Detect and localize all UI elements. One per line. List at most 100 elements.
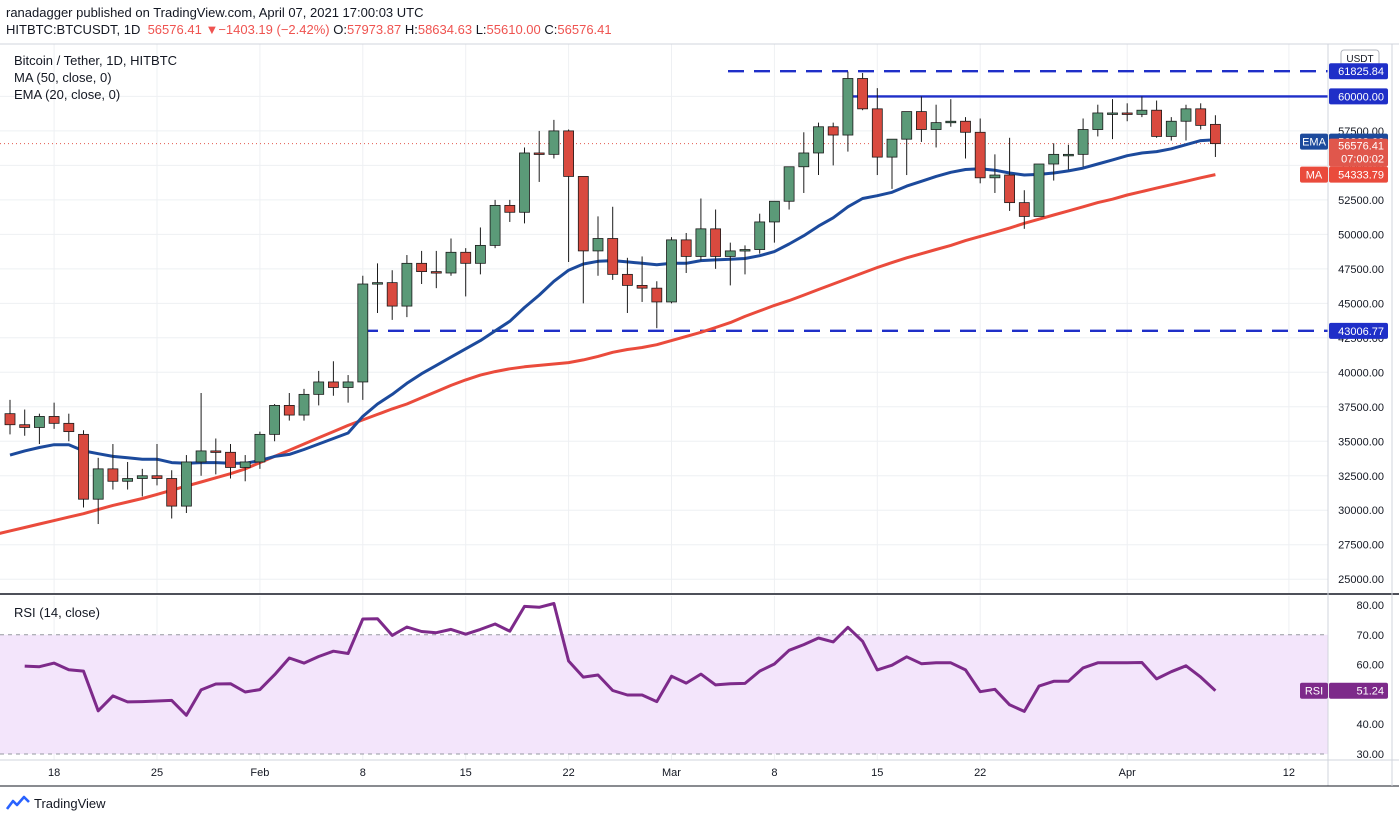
candle-body bbox=[430, 271, 442, 274]
candle-body bbox=[151, 475, 163, 479]
candle-body bbox=[225, 451, 236, 468]
candle bbox=[886, 138, 898, 189]
tag-rsi-label-box bbox=[1300, 682, 1328, 699]
tag-level-low: 43006.77 bbox=[1329, 322, 1388, 339]
tag-ema-label-box bbox=[1300, 133, 1328, 150]
publish-line: ranadagger published on TradingView.com,… bbox=[6, 5, 424, 20]
candle bbox=[445, 238, 457, 276]
candle bbox=[1004, 137, 1015, 211]
legend-ema: EMA (20, close, 0) bbox=[14, 87, 121, 102]
x-tick-label: 18 bbox=[48, 767, 60, 779]
candle bbox=[724, 242, 736, 286]
rsi-y-tick-label: 30.00 bbox=[1356, 749, 1384, 761]
x-tick-label: 12 bbox=[1283, 767, 1295, 779]
candle bbox=[254, 431, 266, 469]
y-tick-label: 30000.00 bbox=[1338, 505, 1384, 517]
candle-body bbox=[548, 130, 560, 155]
x-tick-label: 25 bbox=[151, 767, 163, 779]
candle-body bbox=[107, 468, 119, 482]
y-tick-label: 35000.00 bbox=[1338, 436, 1384, 448]
candle-body bbox=[533, 152, 545, 155]
candle-body bbox=[1195, 108, 1207, 126]
candle-body bbox=[1180, 108, 1192, 122]
candle-body bbox=[724, 250, 736, 257]
candle-body bbox=[327, 381, 339, 388]
tag-last-price-value: 56576.41 bbox=[1338, 141, 1384, 153]
candle bbox=[401, 255, 413, 318]
y-tick-label: 52500.00 bbox=[1338, 195, 1384, 207]
y-tick-label: 32500.00 bbox=[1338, 471, 1384, 483]
candle bbox=[298, 388, 310, 421]
candle bbox=[504, 199, 516, 222]
x-tick-label: Apr bbox=[1119, 767, 1136, 779]
candle bbox=[592, 216, 604, 276]
candle-body bbox=[474, 244, 486, 264]
candle bbox=[945, 99, 957, 127]
candle-body bbox=[1018, 202, 1030, 217]
candle-body bbox=[1107, 112, 1118, 115]
candle-body bbox=[945, 120, 957, 124]
candle-body bbox=[857, 78, 868, 110]
candle bbox=[1077, 118, 1089, 167]
candle bbox=[636, 256, 648, 302]
candle-body bbox=[710, 228, 721, 257]
candle-body bbox=[827, 126, 839, 136]
y-tick-label: 27500.00 bbox=[1338, 540, 1384, 552]
rsi-y-tick-label: 70.00 bbox=[1356, 630, 1384, 642]
tradingview-icon bbox=[6, 795, 30, 810]
legend-title: Bitcoin / Tether, 1D, HITBTC bbox=[14, 53, 178, 68]
currency-label: USDT bbox=[1346, 54, 1373, 65]
candle bbox=[1063, 144, 1074, 170]
tag-ma-label-text: MA bbox=[1306, 170, 1323, 182]
price-change: −1403.19 (−2.42%) bbox=[218, 22, 330, 37]
candle-body bbox=[92, 468, 104, 500]
candle-body bbox=[357, 283, 369, 383]
candle bbox=[19, 409, 31, 436]
candle-body bbox=[769, 200, 780, 223]
candle-body bbox=[372, 282, 383, 285]
candle bbox=[180, 455, 192, 513]
candle bbox=[386, 270, 398, 320]
candle-body bbox=[783, 166, 795, 202]
candle-body bbox=[577, 176, 589, 252]
candle bbox=[225, 444, 236, 479]
rsi-y-tick-label: 40.00 bbox=[1356, 719, 1384, 731]
candle-body bbox=[122, 478, 133, 482]
tag-level-high: 61825.84 bbox=[1329, 63, 1388, 80]
candle-body bbox=[901, 111, 913, 140]
candle bbox=[92, 457, 104, 525]
candle-body bbox=[974, 131, 986, 179]
tag-level-high-value: 61825.84 bbox=[1338, 66, 1384, 78]
tag-rsi-label: RSI bbox=[1300, 682, 1328, 699]
candle-body bbox=[445, 251, 457, 274]
symbol-name: HITBTC:BTCUSDT, 1D bbox=[6, 22, 141, 37]
candle-body bbox=[63, 422, 75, 433]
tag-ema-label-text: EMA bbox=[1302, 137, 1327, 149]
y-tick-label: 45000.00 bbox=[1338, 298, 1384, 310]
candle-body bbox=[269, 405, 281, 435]
candle-body bbox=[386, 282, 398, 307]
candle-body bbox=[1048, 153, 1060, 165]
candle-body bbox=[1121, 112, 1133, 115]
close-value: 56576.41 bbox=[557, 22, 612, 37]
change-arrow-icon: ▼ bbox=[205, 22, 219, 37]
candle bbox=[372, 263, 383, 313]
x-tick-label: 15 bbox=[871, 767, 883, 779]
candle bbox=[107, 444, 119, 490]
tradingview-logo[interactable]: TradingView bbox=[6, 795, 106, 811]
candle bbox=[827, 122, 839, 166]
candle-body bbox=[210, 450, 222, 453]
tag-rsi: 51.24 bbox=[1329, 682, 1388, 699]
candle-body bbox=[1210, 123, 1221, 145]
candle bbox=[269, 404, 281, 442]
candle-body bbox=[239, 461, 251, 468]
candle bbox=[548, 119, 560, 159]
candle bbox=[63, 413, 75, 442]
candle bbox=[1092, 104, 1104, 137]
candle bbox=[195, 392, 207, 476]
candle-body bbox=[1077, 129, 1089, 155]
candle bbox=[930, 104, 942, 148]
candle bbox=[430, 250, 442, 289]
